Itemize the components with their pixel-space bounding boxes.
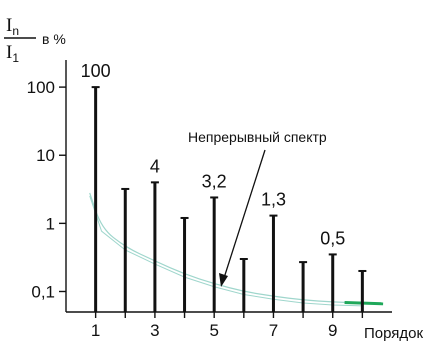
axes: 0,1 1 10 100 1 3 5 7 9 <box>27 60 392 340</box>
y-tick-label: 100 <box>27 78 55 97</box>
x-axis-title: Порядок <box>364 325 424 342</box>
x-tick-label: 1 <box>91 321 100 340</box>
y-label-denominator: I <box>6 42 12 63</box>
svg-text:In: In <box>6 15 19 38</box>
y-tick-label: 0,1 <box>31 282 55 301</box>
x-tick-label: 7 <box>269 321 278 340</box>
continuous-spectrum-label: Непрерывный спектр <box>188 129 327 145</box>
y-label-numerator: I <box>6 15 12 36</box>
continuous-spectrum-curve <box>89 192 384 307</box>
data-label-harmonic-3: 4 <box>150 156 160 176</box>
y-label-numerator-sub: n <box>12 24 19 38</box>
annotation-arrowhead <box>219 273 228 287</box>
continuous-spectrum-line-2 <box>89 195 363 307</box>
data-label-harmonic-1: 100 <box>81 61 111 81</box>
y-label-denominator-sub: 1 <box>12 51 19 65</box>
x-tick-label: 3 <box>150 321 159 340</box>
continuous-spectrum-line-1 <box>89 192 363 304</box>
data-labels: 100 4 3,2 1,3 0,5 <box>81 61 346 248</box>
annotation-arrow-line <box>223 149 266 279</box>
data-label-harmonic-5: 3,2 <box>202 171 227 191</box>
svg-text:I1: I1 <box>6 42 19 65</box>
data-label-harmonic-7: 1,3 <box>261 190 286 210</box>
data-label-harmonic-9: 0,5 <box>320 228 345 248</box>
x-tick-label: 9 <box>328 321 337 340</box>
y-tick-label: 1 <box>46 214 55 233</box>
bars <box>91 86 367 312</box>
x-tick-label: 5 <box>209 321 218 340</box>
y-label-unit: в % <box>42 31 66 47</box>
y-axis-title: In I1 в % <box>4 15 66 65</box>
y-tick-label: 10 <box>36 146 55 165</box>
